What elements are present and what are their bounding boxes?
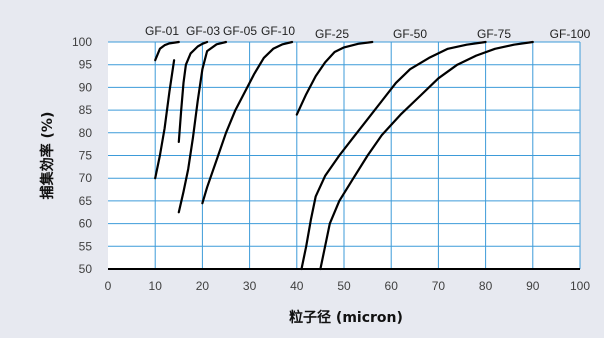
y-tick-label: 95 [79,58,93,72]
series-label: GF-75 [477,27,511,41]
y-tick-label: 85 [79,103,93,117]
y-tick-label: 50 [79,262,93,276]
y-tick-label: 90 [79,80,93,94]
x-tick-label: 40 [290,279,304,293]
y-tick-label: 55 [79,239,93,253]
x-axis-title: 粒子径 (micron) [289,309,403,326]
series-label: GF-03 [186,24,220,38]
series-label: GF-05 [223,24,257,38]
x-tick-label: 60 [385,279,399,293]
x-tick-label: 30 [243,279,257,293]
x-tick-label: 20 [196,279,210,293]
y-tick-label: 60 [79,217,93,231]
series-label: GF-100 [550,27,591,41]
x-tick-label: 10 [149,279,163,293]
x-tick-label: 90 [526,279,540,293]
y-tick-label: 75 [79,149,93,163]
x-tick-label: 70 [432,279,446,293]
x-tick-label: 100 [570,279,590,293]
x-tick-label: 50 [337,279,351,293]
x-tick-label: 80 [479,279,493,293]
series-label: GF-25 [315,27,349,41]
y-tick-label: 80 [79,126,93,140]
x-tick-label: 0 [105,279,112,293]
y-tick-label: 100 [72,35,92,49]
y-axis-title: 捕集効率 (%) [39,112,56,200]
y-tick-label: 65 [79,194,93,208]
series-label: GF-01 [145,24,179,38]
series-label: GF-10 [261,24,295,38]
y-tick-label: 70 [79,171,93,185]
series-label: GF-50 [393,27,427,41]
